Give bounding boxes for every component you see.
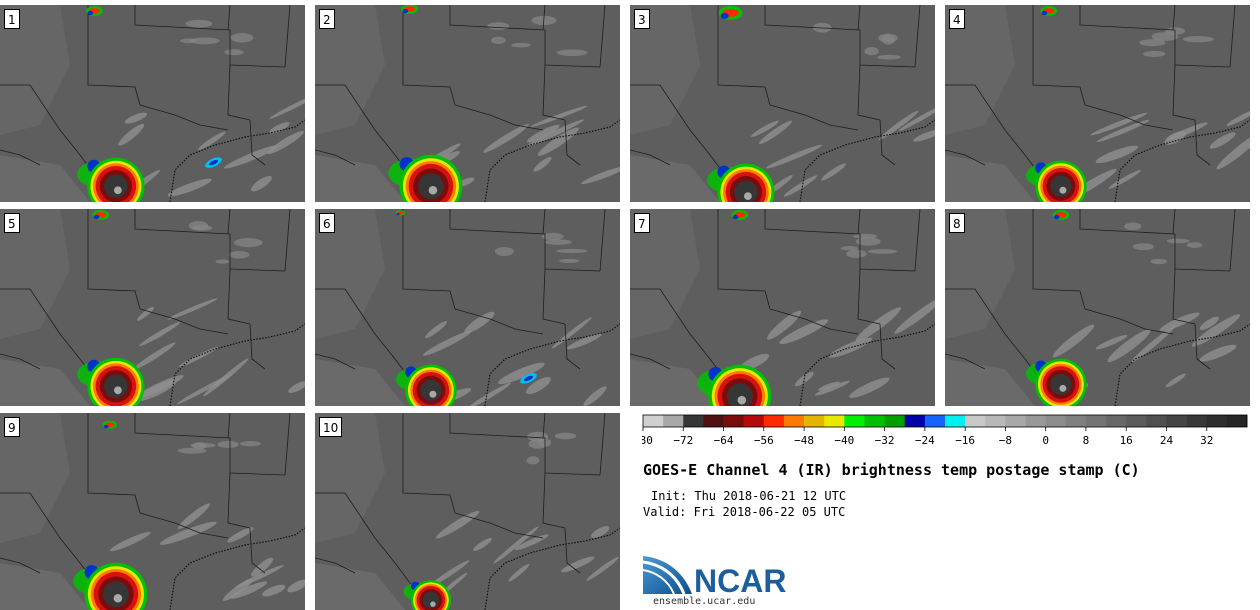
logo-url: ensemble.ucar.edu: [653, 596, 756, 607]
colorbar-swatch: [1085, 415, 1107, 427]
colorbar-swatch: [1206, 415, 1228, 427]
colorbar-tick-label: 8: [1083, 434, 1090, 447]
member-number-label: 2: [319, 9, 335, 29]
colorbar-swatch: [643, 415, 664, 427]
colorbar-swatch: [1146, 415, 1167, 427]
colorbar-swatch: [864, 415, 885, 427]
colorbar-swatch: [1126, 415, 1147, 427]
ensemble-member-panel: 9: [0, 413, 305, 610]
colorbar-swatch: [884, 415, 906, 427]
colorbar-swatch: [1106, 415, 1127, 427]
page-title: GOES-E Channel 4 (IR) brightness temp po…: [643, 461, 1140, 479]
colorbar-tick-label: −56: [754, 434, 774, 447]
colorbar-swatch: [965, 415, 986, 427]
ensemble-member-panel: 6: [315, 209, 620, 406]
init-time: Thu 2018-06-21 12 UTC: [694, 489, 847, 503]
ensemble-member-panel: 3: [630, 5, 935, 202]
ir-satellite-map: [945, 5, 1250, 202]
colorbar-swatch: [703, 415, 724, 427]
colorbar-swatch: [743, 415, 765, 427]
colorbar-tick-label: −16: [955, 434, 975, 447]
colorbar-swatch: [924, 415, 946, 427]
ir-satellite-map: [315, 209, 620, 406]
colorbar-swatch: [723, 415, 744, 427]
colorbar-tick-label: −48: [794, 434, 814, 447]
valid-time-line: Valid: Fri 2018-06-22 05 UTC: [643, 505, 845, 519]
member-number-label: 8: [949, 213, 965, 233]
ir-satellite-map: [945, 209, 1250, 406]
member-number-label: 5: [4, 213, 20, 233]
colorbar-swatch: [824, 415, 845, 427]
init-label: Init:: [651, 489, 688, 503]
colorbar-swatch: [985, 415, 1006, 427]
member-number-label: 10: [319, 417, 343, 437]
ensemble-member-panel: 10: [315, 413, 620, 610]
colorbar-tick-label: 0: [1042, 434, 1049, 447]
ir-satellite-map: [0, 413, 305, 610]
colorbar-tick-label: −64: [714, 434, 734, 447]
ensemble-member-panel: 7: [630, 209, 935, 406]
colorbar-swatch: [663, 415, 684, 427]
colorbar-tick-label: −40: [834, 434, 854, 447]
ensemble-member-panel: 5: [0, 209, 305, 406]
colorbar-tick-label: 32: [1200, 434, 1213, 447]
colorbar-tick-label: −24: [915, 434, 935, 447]
colorbar-swatch: [945, 415, 966, 427]
colorbar-tick-label: −32: [875, 434, 895, 447]
ncar-logo: NCAR: [642, 556, 786, 596]
member-number-label: 4: [949, 9, 965, 29]
colorbar-swatch: [844, 415, 865, 427]
ir-satellite-map: [315, 5, 620, 202]
ir-satellite-map: [315, 413, 620, 610]
colorbar-tick-label: −8: [999, 434, 1012, 447]
member-number-label: 1: [4, 9, 20, 29]
ensemble-member-panel: 2: [315, 5, 620, 202]
ir-satellite-map: [0, 209, 305, 406]
init-time-line: Init: Thu 2018-06-21 12 UTC: [651, 489, 846, 503]
colorbar-swatch: [804, 415, 825, 427]
valid-time: Fri 2018-06-22 05 UTC: [693, 505, 846, 519]
ir-satellite-map: [630, 209, 935, 406]
ensemble-member-panel: 1: [0, 5, 305, 202]
ensemble-member-panel: 8: [945, 209, 1250, 406]
colorbar-tick-label: −72: [673, 434, 693, 447]
member-number-label: 7: [634, 213, 650, 233]
colorbar-swatch: [1045, 415, 1067, 427]
member-number-label: 9: [4, 417, 20, 437]
valid-label: Valid:: [643, 505, 687, 519]
colorbar-swatch: [1025, 415, 1046, 427]
ir-satellite-map: [630, 5, 935, 202]
colorbar-tick-label: 24: [1160, 434, 1174, 447]
colorbar-swatch: [1005, 415, 1026, 427]
colorbar-tick-label: −80: [642, 434, 653, 447]
colorbar-swatch: [1065, 415, 1087, 427]
colorbar-swatch: [783, 415, 805, 427]
colorbar-swatch: [1186, 415, 1208, 427]
member-number-label: 6: [319, 213, 335, 233]
ir-satellite-map: [0, 5, 305, 202]
colorbar-swatch: [904, 415, 926, 427]
ensemble-member-panel: 4: [945, 5, 1250, 202]
colorbar-swatch: [683, 415, 704, 427]
member-number-label: 3: [634, 9, 650, 29]
colorbar-swatch: [1166, 415, 1187, 427]
colorbar-swatch: [1226, 415, 1248, 427]
colorbar-tick-label: 16: [1120, 434, 1133, 447]
colorbar-swatch: [763, 415, 785, 427]
logo-text: NCAR: [694, 563, 786, 596]
